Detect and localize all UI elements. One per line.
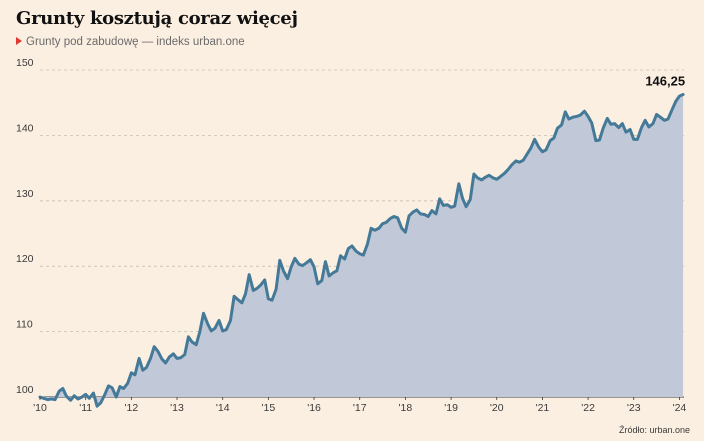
x-tick-label: '24 xyxy=(673,402,687,414)
x-tick-label: '20 xyxy=(490,402,504,414)
series-line xyxy=(38,93,685,408)
axis-labels: 100 110 120 130 140 150 '10 '11 '12 '13 '14 '15 '16 '… xyxy=(16,57,686,414)
subtitle-text: Grunty pod zabudowę — indeks urban.one xyxy=(26,36,245,48)
y-tick-label: 110 xyxy=(16,319,33,331)
x-tick-label: '11 xyxy=(79,402,92,414)
red-triangle-icon xyxy=(16,37,22,45)
chart-title: Grunty kosztują coraz więcej xyxy=(16,8,298,29)
x-tick-label: '14 xyxy=(216,402,230,414)
x-tick-label: '12 xyxy=(125,402,139,414)
end-value-label: 146,25 xyxy=(645,74,685,89)
y-tick-label: 120 xyxy=(16,253,34,265)
x-tick-label: '13 xyxy=(170,402,184,414)
source-note: Źródło: urban.one xyxy=(618,425,690,435)
x-tick-label: '15 xyxy=(262,402,276,414)
y-tick-label: 100 xyxy=(16,384,34,396)
x-tick-label: '16 xyxy=(307,402,321,414)
x-tick-label: '10 xyxy=(33,402,47,414)
x-tick-label: '19 xyxy=(444,402,458,414)
x-tick-label: '23 xyxy=(627,402,641,414)
x-tick-label: '17 xyxy=(353,402,367,414)
x-tick-label: '18 xyxy=(399,402,413,414)
y-tick-label: 130 xyxy=(16,188,34,200)
x-tick-label: '21 xyxy=(536,402,550,414)
area-fill xyxy=(40,94,684,407)
y-tick-label: 150 xyxy=(16,57,34,69)
y-tick-label: 140 xyxy=(16,122,34,134)
x-tick-label: '22 xyxy=(581,402,595,414)
chart-subtitle: Grunty pod zabudowę — indeks urban.one xyxy=(16,36,245,48)
